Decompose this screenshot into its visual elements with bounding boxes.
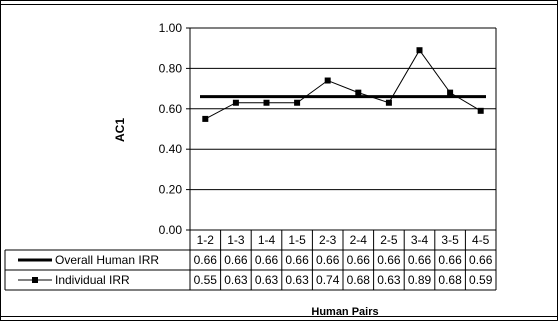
table-cell-overall-human-irr: 0.66 bbox=[438, 253, 462, 267]
legend-label-overall-human-irr: Overall Human IRR bbox=[55, 253, 159, 267]
table-cell-individual-irr: 0.63 bbox=[377, 273, 401, 287]
gridlines bbox=[186, 27, 497, 231]
data-point-individual-irr bbox=[385, 99, 392, 106]
x-tick-label: 1-4 bbox=[258, 233, 276, 247]
data-table: 1-2 1-3 1-4 1-5 2-3 2-4 2-5 3-4 3-5 4-5 Overall Hu… bbox=[4, 229, 497, 291]
data-point-individual-irr bbox=[477, 107, 484, 114]
data-point-individual-irr bbox=[294, 99, 301, 106]
x-tick-label: 1-2 bbox=[197, 233, 215, 247]
x-tick-label: 1-5 bbox=[288, 233, 306, 247]
legend-label-individual-irr: Individual IRR bbox=[55, 273, 130, 287]
x-tick-label: 4-5 bbox=[472, 233, 490, 247]
x-tick-label: 2-5 bbox=[380, 233, 398, 247]
table-cell-overall-human-irr: 0.66 bbox=[255, 253, 279, 267]
plot-area bbox=[200, 47, 486, 122]
table-cell-overall-human-irr: 0.66 bbox=[377, 253, 401, 267]
table-cell-individual-irr: 0.63 bbox=[255, 273, 279, 287]
legend-marker-individual-irr bbox=[32, 277, 38, 283]
y-tick-label: 0.00 bbox=[159, 223, 183, 237]
table-cell-individual-irr: 0.55 bbox=[194, 273, 218, 287]
table-cell-individual-irr: 0.63 bbox=[224, 273, 248, 287]
table-cell-overall-human-irr: 0.66 bbox=[408, 253, 432, 267]
y-tick-label: 1.00 bbox=[159, 21, 183, 35]
data-point-individual-irr bbox=[202, 115, 209, 122]
table-cell-overall-human-irr: 0.66 bbox=[347, 253, 371, 267]
data-point-individual-irr bbox=[355, 89, 362, 96]
table-cell-overall-human-irr: 0.66 bbox=[316, 253, 340, 267]
table-cell-individual-irr: 0.59 bbox=[469, 273, 493, 287]
table-cell-individual-irr: 0.89 bbox=[408, 273, 432, 287]
series-line-individual-irr bbox=[205, 49, 481, 120]
table-cell-individual-irr: 0.68 bbox=[438, 273, 462, 287]
x-tick-label: 3-5 bbox=[441, 233, 459, 247]
data-point-individual-irr bbox=[324, 77, 331, 84]
x-tick-label: 2-4 bbox=[350, 233, 368, 247]
table-cell-overall-human-irr: 0.66 bbox=[469, 253, 493, 267]
data-point-individual-irr bbox=[263, 99, 270, 106]
x-tick-label: 2-3 bbox=[319, 233, 337, 247]
table-cell-individual-irr: 0.74 bbox=[316, 273, 340, 287]
y-tick-label: 0.80 bbox=[159, 61, 183, 75]
table-cell-overall-human-irr: 0.66 bbox=[194, 253, 218, 267]
y-tick-label: 0.40 bbox=[159, 142, 183, 156]
data-point-individual-irr bbox=[447, 89, 454, 96]
x-tick-label: 3-4 bbox=[411, 233, 429, 247]
x-axis-label: Human Pairs bbox=[311, 306, 378, 318]
table-cell-individual-irr: 0.68 bbox=[347, 273, 371, 287]
y-tick-label: 0.60 bbox=[159, 102, 183, 116]
table-cell-individual-irr: 0.63 bbox=[285, 273, 309, 287]
x-tick-label: 1-3 bbox=[227, 233, 245, 247]
y-tick-labels: 0.00 0.20 0.40 0.60 0.80 1.00 bbox=[159, 21, 183, 237]
y-axis-label: AC1 bbox=[113, 118, 127, 142]
y-tick-label: 0.20 bbox=[159, 183, 183, 197]
data-point-individual-irr bbox=[416, 47, 423, 54]
table-cell-overall-human-irr: 0.66 bbox=[285, 253, 309, 267]
data-point-individual-irr bbox=[232, 99, 239, 106]
table-cell-overall-human-irr: 0.66 bbox=[224, 253, 248, 267]
